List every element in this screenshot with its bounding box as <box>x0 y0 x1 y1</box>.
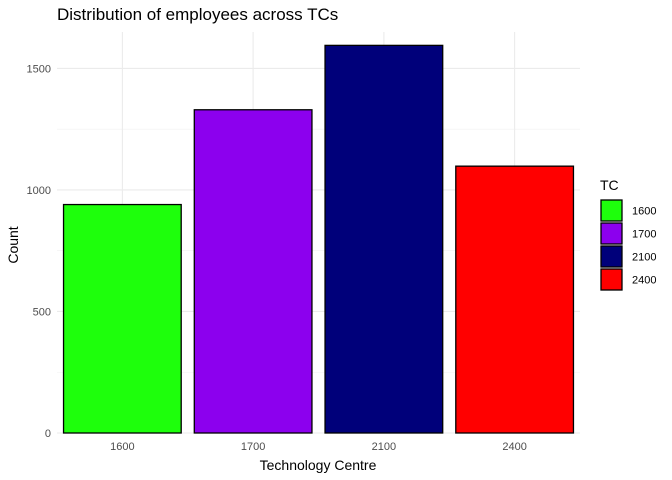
bars-layer <box>62 44 575 434</box>
y-tick-label: 1000 <box>27 185 51 197</box>
legend-label-2400: 2400 <box>632 275 656 287</box>
x-axis-title: Technology Centre <box>260 457 377 473</box>
legend-label-2100: 2100 <box>632 252 656 264</box>
x-tick-label: 1700 <box>241 441 265 453</box>
legend: TC 1600 1700 2100 2400 <box>600 177 656 291</box>
bar-2100 <box>324 44 444 434</box>
y-tick-label: 0 <box>45 428 51 440</box>
legend-title: TC <box>600 177 619 193</box>
y-tick-label: 500 <box>33 306 51 318</box>
legend-label-1600: 1600 <box>632 206 656 218</box>
x-tick-label: 2100 <box>372 441 396 453</box>
legend-label-1700: 1700 <box>632 229 656 241</box>
bar-1700 <box>193 109 313 434</box>
legend-key-1600 <box>600 199 623 222</box>
legend-key-2100 <box>600 245 623 268</box>
x-axis-ticks: 1600 1700 2100 2400 <box>110 441 527 453</box>
bar-1600 <box>62 203 182 434</box>
x-tick-label: 1600 <box>110 441 134 453</box>
chart-title: Distribution of employees across TCs <box>57 5 338 24</box>
y-tick-label: 1500 <box>27 63 51 75</box>
legend-key-1700 <box>600 222 623 245</box>
x-tick-label: 2400 <box>502 441 526 453</box>
y-axis-ticks: 0 500 1000 1500 <box>27 63 51 440</box>
y-axis-title: Count <box>5 226 21 263</box>
bar-2400 <box>455 165 575 434</box>
legend-key-2400 <box>600 268 623 291</box>
